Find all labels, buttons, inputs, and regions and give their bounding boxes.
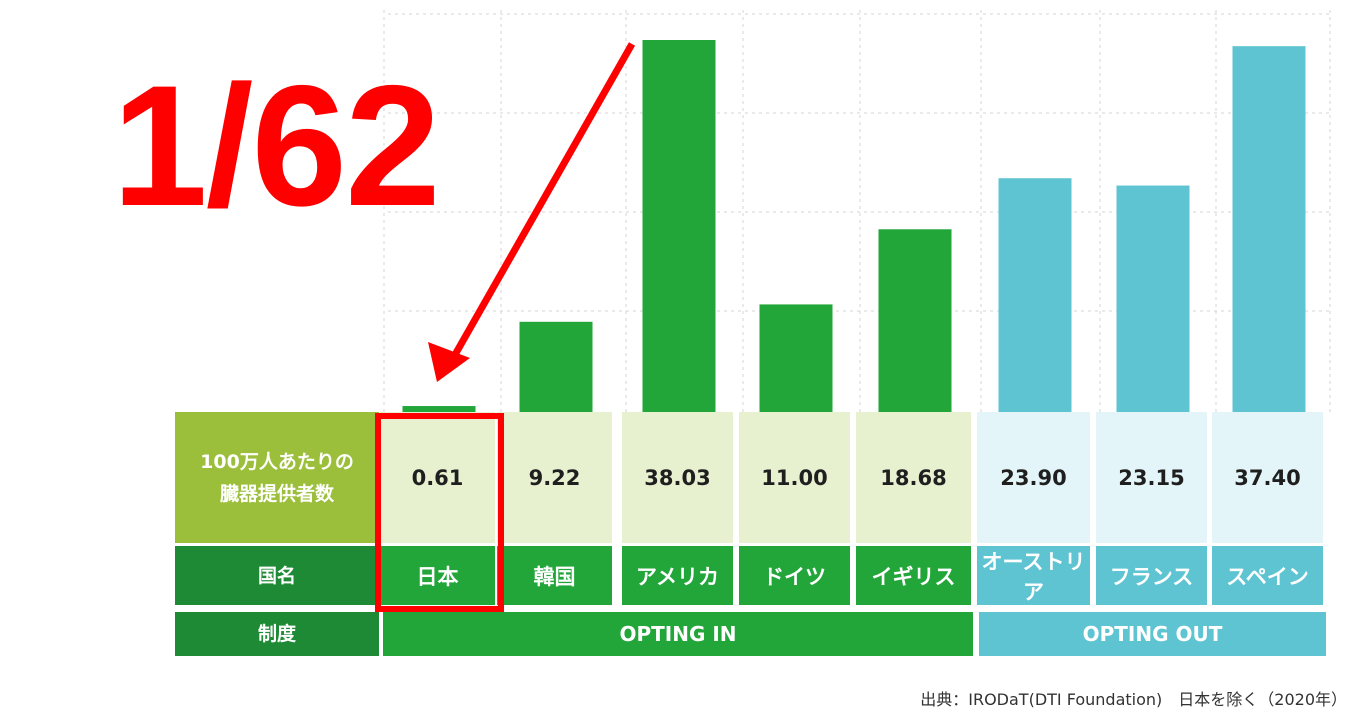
row-header-value-line1: 100万人あたりの <box>200 450 354 473</box>
value-cell-2: 38.03 <box>622 412 733 543</box>
country-cell-5: オーストリア <box>977 546 1090 605</box>
value-cell-0: 0.61 <box>380 412 495 543</box>
row-header-value-line2: 臓器提供者数 <box>219 482 334 505</box>
bar-2 <box>642 40 716 412</box>
bar-0 <box>402 406 476 412</box>
country-cell-7: スペイン <box>1212 546 1323 605</box>
system-cell-opting-in: OPTING IN <box>383 612 973 656</box>
annotation-ratio-text: 1/62 <box>112 50 441 242</box>
country-cell-0: 日本 <box>380 546 495 605</box>
value-cell-4: 18.68 <box>856 412 971 543</box>
system-cell-opting-out: OPTING OUT <box>979 612 1326 656</box>
bar-7 <box>1232 46 1306 412</box>
value-cell-6: 23.15 <box>1096 412 1207 543</box>
bars <box>402 40 1306 412</box>
bar-6 <box>1116 185 1190 412</box>
country-cell-3: ドイツ <box>739 546 850 605</box>
value-cell-7: 37.40 <box>1212 412 1323 543</box>
row-header-country: 国名 <box>175 546 379 605</box>
value-cell-1: 9.22 <box>497 412 612 543</box>
bar-5 <box>998 178 1072 412</box>
bar-3 <box>759 304 833 412</box>
bar-4 <box>878 229 952 412</box>
value-cell-5: 23.90 <box>977 412 1090 543</box>
value-cell-3: 11.00 <box>739 412 850 543</box>
country-cell-1: 韓国 <box>497 546 612 605</box>
source-note: 出典：IRODaT(DTI Foundation) 日本を除く（2020年） <box>920 690 1347 709</box>
country-cell-2: アメリカ <box>622 546 733 605</box>
row-header-value: 100万人あたりの 臓器提供者数 <box>175 412 379 543</box>
row-header-system: 制度 <box>175 612 379 656</box>
country-cell-4: イギリス <box>856 546 971 605</box>
bar-1 <box>519 321 593 412</box>
country-cell-6: フランス <box>1096 546 1207 605</box>
